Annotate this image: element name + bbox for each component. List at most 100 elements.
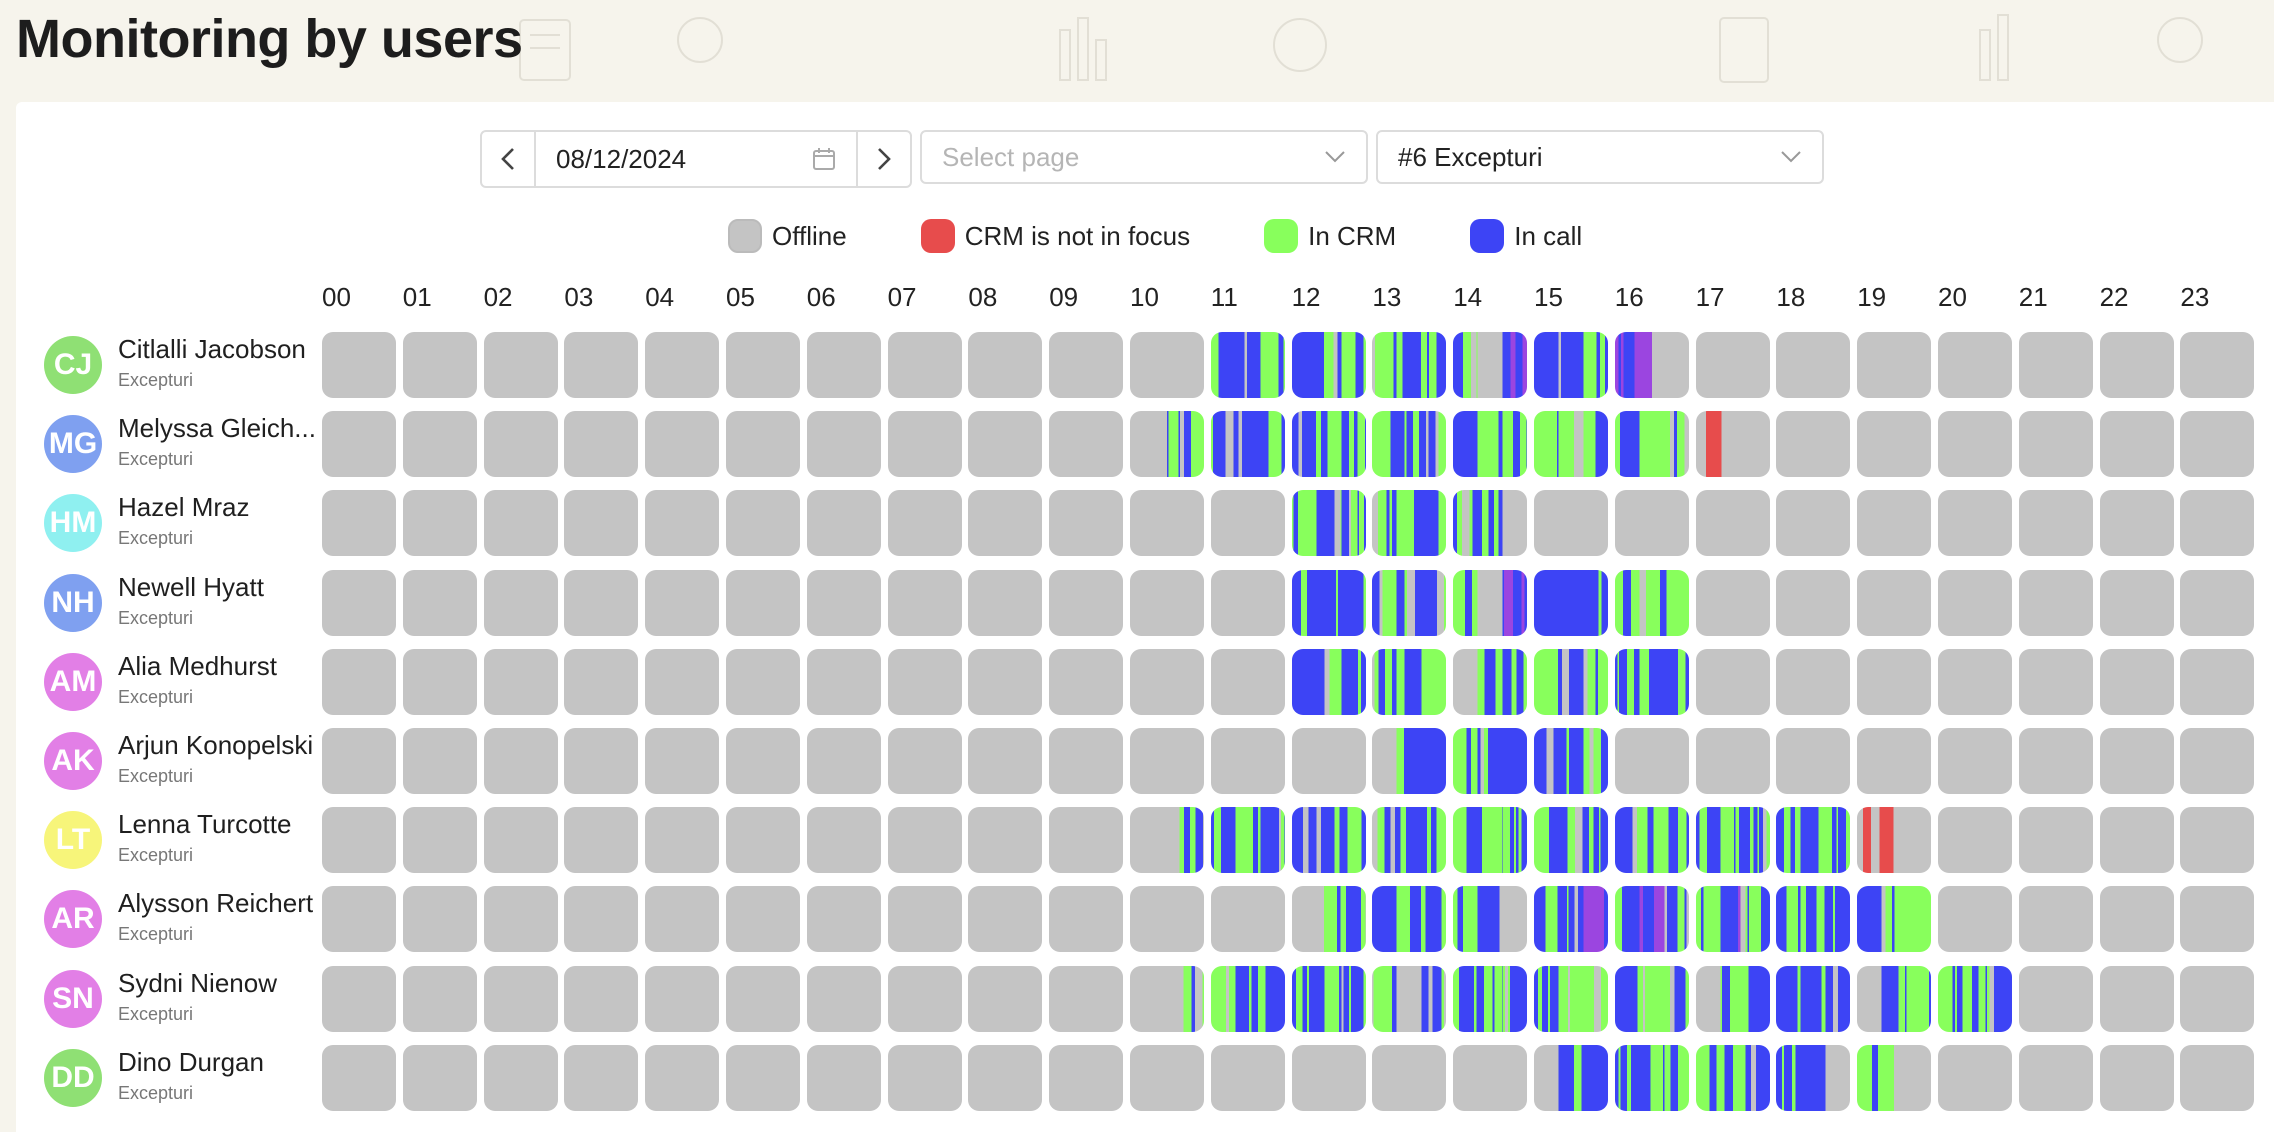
hour-activity-cell[interactable] <box>1210 728 1285 794</box>
hour-activity-cell[interactable] <box>564 807 639 874</box>
user-name[interactable]: Sydni Nienow <box>118 967 277 998</box>
hour-activity-cell[interactable] <box>402 569 477 636</box>
hour-activity-cell[interactable] <box>1938 332 2012 398</box>
hour-activity-cell[interactable] <box>2180 648 2255 715</box>
hour-activity-cell[interactable] <box>1210 807 1285 874</box>
hour-activity-cell[interactable] <box>483 648 558 715</box>
user-name[interactable]: Alysson Reichert <box>118 888 314 919</box>
hour-activity-cell[interactable] <box>726 411 800 478</box>
hour-activity-cell[interactable] <box>806 1044 881 1111</box>
hour-activity-cell[interactable] <box>1372 490 1447 557</box>
hour-activity-cell[interactable] <box>645 569 720 636</box>
hour-activity-cell[interactable] <box>726 490 800 557</box>
hour-activity-cell[interactable] <box>1049 1044 1124 1111</box>
hour-activity-cell[interactable] <box>1534 569 1608 636</box>
hour-activity-cell[interactable] <box>2180 569 2255 636</box>
hour-activity-cell[interactable] <box>1210 648 1285 715</box>
hour-activity-cell[interactable] <box>806 648 881 715</box>
user-name[interactable]: Citlalli Jacobson <box>118 334 306 364</box>
page-select[interactable]: Select page <box>920 130 1368 184</box>
user-name[interactable]: Dino Durgan <box>118 1046 264 1077</box>
hour-activity-cell[interactable] <box>1372 332 1447 398</box>
hour-activity-cell[interactable] <box>322 490 396 557</box>
hour-activity-cell[interactable] <box>564 411 639 478</box>
hour-activity-cell[interactable] <box>726 807 800 874</box>
hour-activity-cell[interactable] <box>1776 886 1851 953</box>
hour-activity-cell[interactable] <box>806 332 881 398</box>
hour-activity-cell[interactable] <box>2018 965 2093 1032</box>
hour-activity-cell[interactable] <box>2180 886 2255 953</box>
user-row[interactable]: DD Dino Durgan Excepturi <box>0 1044 2274 1111</box>
hour-activity-cell[interactable] <box>564 886 639 953</box>
hour-activity-cell[interactable] <box>1534 728 1608 794</box>
hour-activity-cell[interactable] <box>2018 569 2093 636</box>
hour-activity-cell[interactable] <box>483 569 558 636</box>
hour-activity-cell[interactable] <box>1291 965 1366 1032</box>
previous-day-button[interactable] <box>482 132 536 186</box>
hour-activity-cell[interactable] <box>1614 728 1689 794</box>
hour-activity-cell[interactable] <box>564 569 639 636</box>
hour-activity-cell[interactable] <box>645 965 720 1032</box>
hour-activity-cell[interactable] <box>1857 886 1932 953</box>
hour-activity-cell[interactable] <box>483 965 558 1032</box>
hour-activity-cell[interactable] <box>1130 1044 1204 1111</box>
hour-activity-cell[interactable] <box>322 648 396 715</box>
hour-activity-cell[interactable] <box>402 332 477 398</box>
user-row[interactable]: AK Arjun Konopelski Excepturi <box>0 728 2274 794</box>
hour-activity-cell[interactable] <box>1372 569 1447 636</box>
hour-activity-cell[interactable] <box>1857 411 1932 478</box>
hour-activity-cell[interactable] <box>1695 1044 1770 1111</box>
hour-activity-cell[interactable] <box>1453 332 1528 398</box>
hour-activity-cell[interactable] <box>1614 807 1689 874</box>
hour-activity-cell[interactable] <box>1049 807 1124 874</box>
hour-activity-cell[interactable] <box>2180 1044 2255 1111</box>
hour-activity-cell[interactable] <box>726 965 800 1032</box>
hour-activity-cell[interactable] <box>1049 728 1124 794</box>
hour-activity-cell[interactable] <box>1049 569 1124 636</box>
hour-activity-cell[interactable] <box>1130 411 1204 478</box>
hour-activity-cell[interactable] <box>1938 648 2012 715</box>
hour-activity-cell[interactable] <box>1130 569 1204 636</box>
user-row[interactable]: HM Hazel Mraz Excepturi <box>0 490 2274 557</box>
hour-activity-cell[interactable] <box>564 648 639 715</box>
hour-activity-cell[interactable] <box>1857 728 1932 794</box>
hour-activity-cell[interactable] <box>322 1044 396 1111</box>
hour-activity-cell[interactable] <box>1130 807 1204 874</box>
group-select[interactable]: #6 Excepturi <box>1376 130 1824 184</box>
hour-activity-cell[interactable] <box>1776 411 1851 478</box>
hour-activity-cell[interactable] <box>322 728 396 794</box>
hour-activity-cell[interactable] <box>887 728 962 794</box>
hour-activity-cell[interactable] <box>887 807 962 874</box>
user-row[interactable]: SN Sydni Nienow Excepturi <box>0 965 2274 1032</box>
hour-activity-cell[interactable] <box>1614 886 1689 953</box>
hour-activity-cell[interactable] <box>564 1044 639 1111</box>
hour-activity-cell[interactable] <box>1453 648 1528 715</box>
hour-activity-cell[interactable] <box>1453 886 1528 953</box>
hour-activity-cell[interactable] <box>2099 648 2174 715</box>
hour-activity-cell[interactable] <box>1291 1044 1366 1111</box>
hour-activity-cell[interactable] <box>1291 648 1366 715</box>
user-row[interactable]: AR Alysson Reichert Excepturi <box>0 886 2274 953</box>
hour-activity-cell[interactable] <box>1695 965 1770 1032</box>
hour-activity-cell[interactable] <box>1049 648 1124 715</box>
hour-activity-cell[interactable] <box>645 648 720 715</box>
hour-activity-cell[interactable] <box>1776 728 1851 794</box>
hour-activity-cell[interactable] <box>1534 807 1608 874</box>
user-name[interactable]: Alia Medhurst <box>118 650 277 681</box>
hour-activity-cell[interactable] <box>1453 965 1528 1032</box>
hour-activity-cell[interactable] <box>1372 965 1447 1032</box>
hour-activity-cell[interactable] <box>1049 411 1124 478</box>
hour-activity-cell[interactable] <box>1291 886 1366 953</box>
hour-activity-cell[interactable] <box>887 569 962 636</box>
hour-activity-cell[interactable] <box>1938 1044 2012 1111</box>
hour-activity-cell[interactable] <box>2099 490 2174 557</box>
hour-activity-cell[interactable] <box>1857 1044 1932 1111</box>
hour-activity-cell[interactable] <box>1776 490 1851 557</box>
hour-activity-cell[interactable] <box>402 411 477 478</box>
hour-activity-cell[interactable] <box>1534 648 1608 715</box>
hour-activity-cell[interactable] <box>564 728 639 794</box>
hour-activity-cell[interactable] <box>483 728 558 794</box>
hour-activity-cell[interactable] <box>806 728 881 794</box>
hour-activity-cell[interactable] <box>1938 807 2012 874</box>
hour-activity-cell[interactable] <box>322 807 396 874</box>
